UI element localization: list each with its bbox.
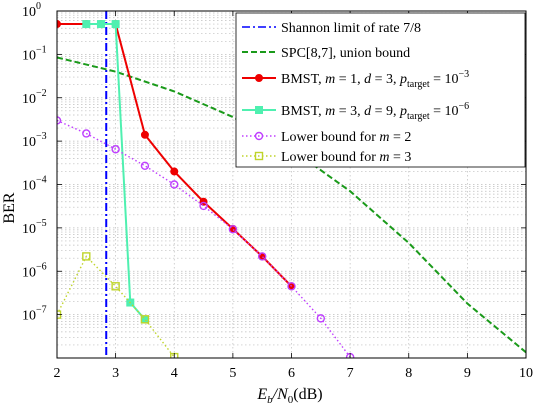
x-tick-label: 10 bbox=[519, 366, 533, 381]
series-3-point bbox=[96, 20, 105, 29]
x-label-e: E bbox=[256, 386, 267, 403]
legend-label-lb-m3-m: m bbox=[379, 150, 389, 165]
x-label-unit: (dB) bbox=[293, 386, 322, 403]
legend-marker-bmst-m3 bbox=[255, 106, 263, 114]
legend-label-bmst-m3-pexp: −6 bbox=[459, 101, 470, 112]
series-2-point bbox=[170, 167, 179, 176]
x-tick-label: 9 bbox=[464, 366, 471, 381]
y-tick-label: 10−5 bbox=[22, 218, 47, 237]
x-tick-label: 3 bbox=[112, 366, 119, 381]
legend-label-bmst-m1-pre: BMST, bbox=[281, 72, 325, 87]
legend-label-bmst-m3-mval: = 3, bbox=[335, 104, 364, 119]
legend-label-bmst-m3-dval: = 9, bbox=[371, 104, 400, 119]
y-tick-label: 10−3 bbox=[22, 131, 47, 150]
legend-label-spc: SPC[8,7], union bound bbox=[281, 46, 410, 61]
x-tick-label: 2 bbox=[54, 366, 61, 381]
series-layer bbox=[57, 11, 526, 358]
legend-label-bmst-m1-dval: = 3, bbox=[371, 72, 400, 87]
legend-marker-bmst-m1 bbox=[255, 74, 263, 82]
series-4-point bbox=[228, 225, 238, 234]
x-label-sub-0: 0 bbox=[288, 394, 294, 406]
legend-label-shannon: Shannon limit of rate 7/8 bbox=[281, 21, 421, 36]
legend-label-bmst-m3-m: m bbox=[325, 104, 335, 119]
legend-label-bmst-m3-pre: BMST, bbox=[281, 104, 325, 119]
x-tick-label: 5 bbox=[229, 366, 236, 381]
x-tick-label: 6 bbox=[288, 366, 295, 381]
legend-label-bmst-m1-peq: = 10 bbox=[430, 72, 459, 87]
legend-marker-lb-m3 bbox=[254, 151, 264, 161]
legend-label-bmst-m3-d: d bbox=[364, 104, 372, 119]
x-tick-label: 7 bbox=[347, 366, 354, 381]
legend-label-lb-m3-pre: Lower bound for bbox=[281, 150, 379, 165]
x-label-n: /N bbox=[272, 386, 289, 403]
grid bbox=[57, 11, 526, 358]
series-4-point bbox=[57, 116, 62, 125]
legend-label-lb-m2-post: = 2 bbox=[390, 130, 412, 145]
y-tick-label: 10−4 bbox=[22, 175, 47, 194]
legend-label-bmst-m1-psub: target bbox=[407, 79, 430, 90]
series-4-point bbox=[199, 201, 208, 211]
y-tick-label: 10−2 bbox=[22, 88, 47, 107]
legend-label-lb-m2: Lower bound for m = 2 bbox=[281, 130, 411, 145]
series-4-point bbox=[287, 282, 296, 291]
series-3-point bbox=[140, 315, 149, 324]
legend-label-bmst-m1-mval: = 1, bbox=[335, 72, 364, 87]
y-tick-label: 100 bbox=[22, 1, 41, 20]
x-tick-label: 8 bbox=[405, 366, 412, 381]
legend-label-lb-m3: Lower bound for m = 3 bbox=[281, 150, 411, 165]
series-3-point bbox=[111, 20, 120, 29]
series-4-point bbox=[82, 129, 91, 138]
x-tick-label: 4 bbox=[171, 366, 178, 381]
legend-box bbox=[235, 12, 526, 168]
series-4-point bbox=[111, 145, 120, 154]
series-5-point bbox=[140, 315, 150, 324]
series-4-point bbox=[140, 161, 150, 170]
legend: Shannon limit of rate 7/8 SPC[8,7], unio… bbox=[235, 12, 526, 168]
x-label-sub-b: b bbox=[267, 394, 273, 406]
y-tick-label: 10−7 bbox=[22, 305, 47, 324]
y-tick-label: 10−6 bbox=[22, 261, 47, 280]
series-5-point bbox=[82, 252, 91, 261]
legend-marker-lb-m2 bbox=[254, 131, 264, 141]
series-4-point bbox=[316, 314, 326, 323]
legend-label-bmst-m1-pexp: −3 bbox=[459, 69, 470, 80]
series-2-point bbox=[57, 20, 61, 29]
series-2-point bbox=[140, 130, 149, 139]
legend-label-bmst-m1-m: m bbox=[325, 72, 335, 87]
series-4-point bbox=[257, 252, 267, 261]
legend-label-bmst-m1: BMST, m = 1, d = 3, ptarget = 10−3 bbox=[281, 69, 469, 90]
series-4-point bbox=[170, 180, 179, 189]
series-3-point bbox=[82, 20, 91, 29]
legend-label-bmst-m1-p: p bbox=[399, 72, 407, 87]
y-tick-label: 10−1 bbox=[22, 44, 47, 63]
series-5-point bbox=[111, 282, 120, 291]
legend-label-bmst-m3: BMST, m = 3, d = 9, ptarget = 10−6 bbox=[281, 101, 469, 122]
legend-label-lb-m2-pre: Lower bound for bbox=[281, 130, 379, 145]
legend-label-bmst-m1-d: d bbox=[364, 72, 372, 87]
legend-label-lb-m2-m: m bbox=[379, 130, 389, 145]
legend-label-bmst-m3-peq: = 10 bbox=[430, 104, 459, 119]
x-axis-label: Eb/N0(dB) bbox=[256, 386, 322, 406]
legend-label-bmst-m3-psub: target bbox=[407, 111, 430, 122]
legend-label-lb-m3-post: = 3 bbox=[390, 150, 412, 165]
ticks: 2 3 4 5 6 7 8 9 10 100 10−1 10−2 10−3 10−4 10−5 10−6 10−… bbox=[22, 1, 533, 381]
legend-label-bmst-m3-p: p bbox=[399, 104, 407, 119]
y-axis-label: BER bbox=[1, 192, 18, 223]
